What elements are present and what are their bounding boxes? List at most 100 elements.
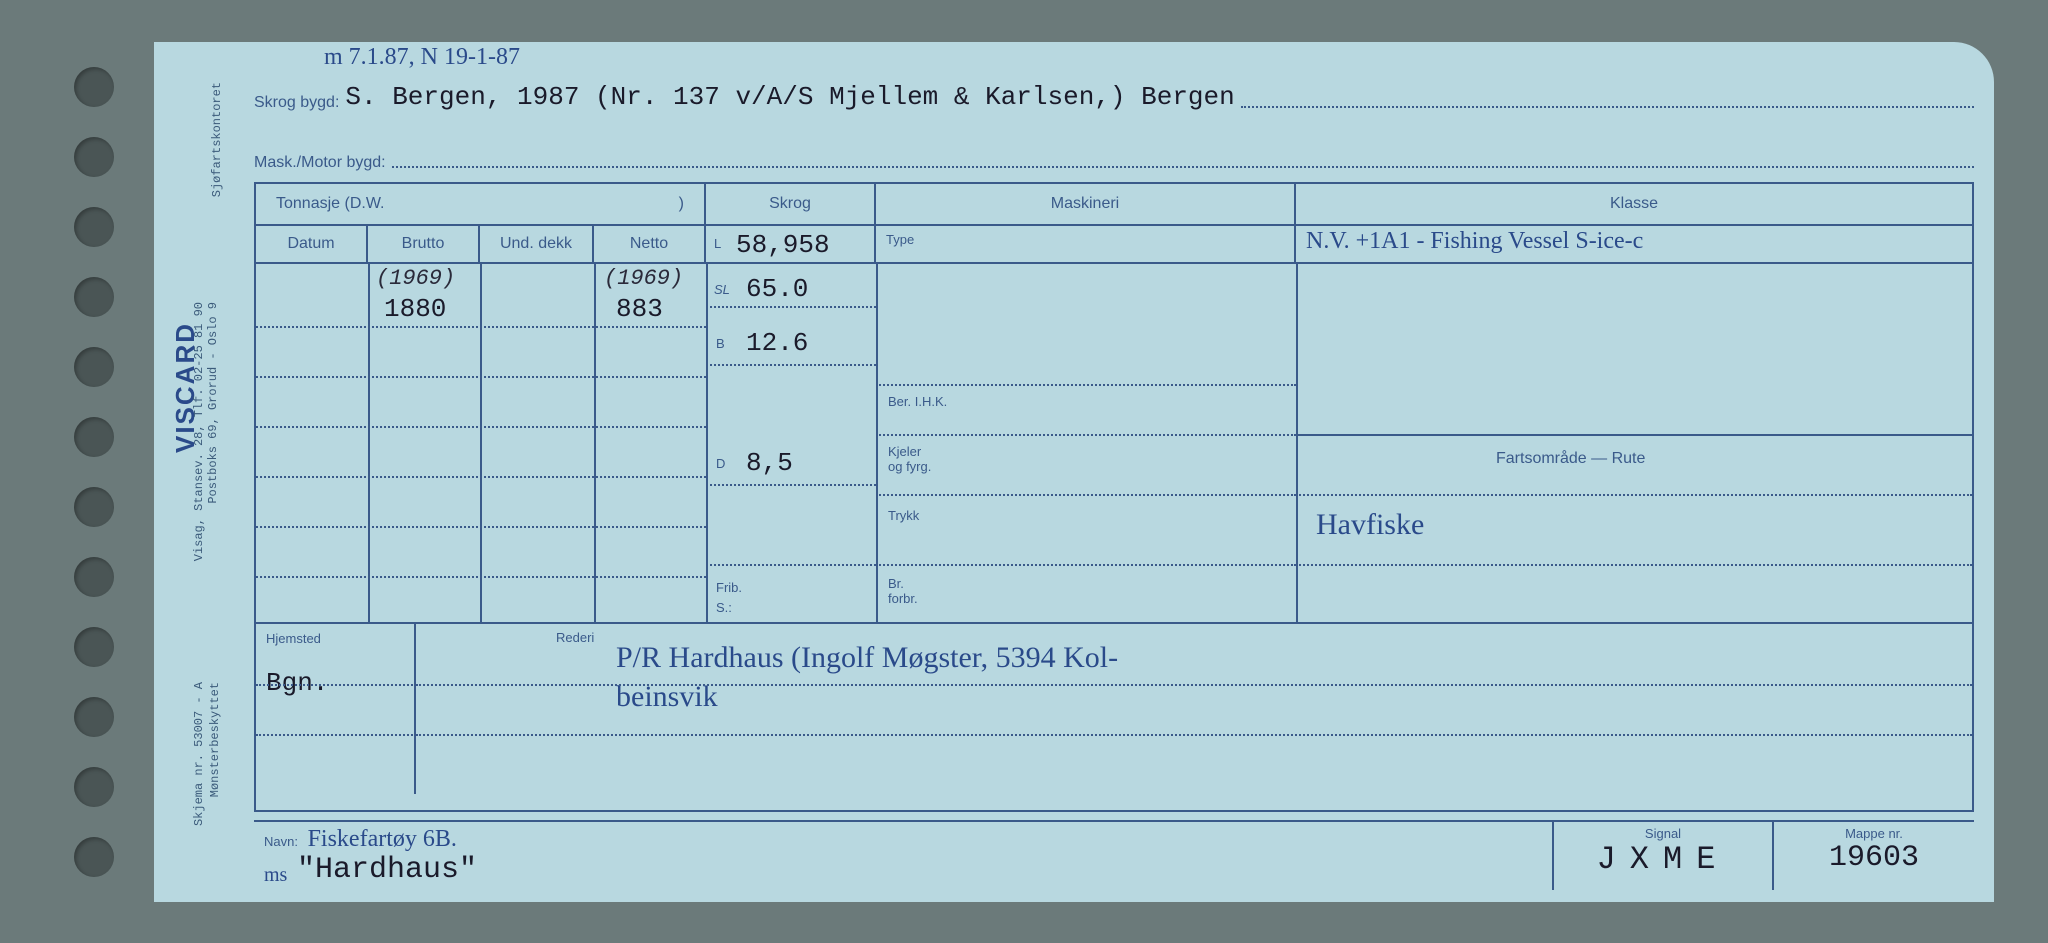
hole <box>74 487 114 527</box>
dotted-row <box>256 376 706 378</box>
dotted-row <box>706 364 876 366</box>
dotted-row <box>876 384 1296 386</box>
navn-label: Navn: <box>264 834 298 849</box>
hole <box>74 207 114 247</box>
sjofart-label: Sjøfartskontoret <box>210 82 224 197</box>
hdr-skrog: Skrog <box>706 184 876 224</box>
header-row: Tonnasje (D.W. ) Skrog Maskineri Klasse <box>256 184 1972 226</box>
rederi-label: Rederi <box>556 630 594 645</box>
frib-label: Frib. <box>716 580 742 595</box>
brutto-year: (1969) <box>376 266 455 291</box>
addr2: Postboks 69, Grorud - Oslo 9 <box>206 302 220 504</box>
navn-note: Fiskefartøy 6B. <box>308 826 457 852</box>
dotted-row <box>416 734 1972 736</box>
hdr-tonnasje-text: Tonnasje (D.W. <box>276 195 384 213</box>
signal-value: JXME <box>1558 841 1768 878</box>
dotted-row <box>256 426 706 428</box>
mappe-box: Mappe nr. 19603 <box>1774 822 1974 890</box>
hdr-tonnasje-close: ) <box>679 195 684 213</box>
hdr-tonnasje: Tonnasje (D.W. ) <box>256 184 706 224</box>
card-sidebar: Sjøfartskontoret VISCARD Visag, Stansev.… <box>162 42 222 902</box>
signal-label: Signal <box>1558 826 1768 841</box>
B-value: 12.6 <box>746 328 808 358</box>
dotted-row <box>256 476 706 478</box>
rederi-cell: Rederi P/R Hardhaus (Ingolf Møgster, 539… <box>416 624 1972 794</box>
D-value: 8,5 <box>746 448 793 478</box>
dotted-row <box>876 564 1296 566</box>
hole <box>74 837 114 877</box>
skrog-bygd-label: Skrog bygd: <box>254 94 339 112</box>
signal-box: Signal JXME <box>1554 822 1774 890</box>
SL-value: 65.0 <box>746 274 808 304</box>
klasse-value: N.V. +1A1 - Fishing Vessel S-ice-c <box>1306 228 1643 254</box>
hole <box>74 627 114 667</box>
br-label: Br. forbr. <box>888 576 918 606</box>
hole <box>74 767 114 807</box>
dotted-row <box>256 526 706 528</box>
dotted-row <box>876 494 1296 496</box>
hole <box>74 137 114 177</box>
mappe-value: 19603 <box>1778 841 1970 875</box>
hdr-klasse: Klasse <box>1296 184 1972 224</box>
s-label: S.: <box>716 600 732 615</box>
hjemsted-value: Bgn. <box>266 668 328 698</box>
hole <box>74 67 114 107</box>
monster: Mønsterbeskyttet <box>208 682 222 797</box>
sub-header-row: Datum Brutto Und. dekk Netto L 58,958 Ty… <box>256 226 1972 264</box>
dotted-row <box>706 484 876 486</box>
navn-box: Navn: Fiskefartøy 6B. ms "Hardhaus" <box>254 822 1554 890</box>
dotted-row <box>256 326 706 328</box>
hole <box>74 417 114 457</box>
type-label: Type <box>876 226 1296 262</box>
binder-holes <box>44 32 144 912</box>
mask-bygd-label: Mask./Motor bygd: <box>254 154 386 172</box>
navn-prefix: ms <box>264 864 287 886</box>
L-label: L <box>714 236 721 251</box>
skjema: Skjema nr. 53007 - A <box>192 682 206 826</box>
vline <box>594 264 596 622</box>
hdr-netto: Netto <box>594 226 706 262</box>
dotted-fill <box>1241 106 1974 108</box>
mappe-label: Mappe nr. <box>1778 826 1970 841</box>
dotted-row <box>1296 494 1972 496</box>
content: m 7.1.87, N 19-1-87 Skrog bygd: S. Berge… <box>234 42 1974 902</box>
klasse-value-cell: N.V. +1A1 - Fishing Vessel S-ice-c <box>1296 226 1972 262</box>
ber-label: Ber. I.H.K. <box>888 394 947 409</box>
hdr-maskineri: Maskineri <box>876 184 1296 224</box>
skrog-bygd-value: S. Bergen, 1987 (Nr. 137 v/A/S Mjellem &… <box>345 82 1234 112</box>
hole <box>74 557 114 597</box>
vline <box>480 264 482 622</box>
hjemsted-cell: Hjemsted Bgn. <box>256 624 416 794</box>
farts-value: Havfiske <box>1316 508 1424 542</box>
hole <box>74 347 114 387</box>
dotted-row <box>256 576 706 578</box>
index-card: Sjøfartskontoret VISCARD Visag, Stansev.… <box>154 42 1994 902</box>
klasse-divider <box>1296 434 1972 436</box>
vline <box>876 264 878 622</box>
addr1: Visag, Stansev. 28, Tlf. 02-25 81 90 <box>192 302 206 561</box>
kjeler-label: Kjeler og fyrg. <box>888 444 931 474</box>
skrog-bygd-row: Skrog bygd: S. Bergen, 1987 (Nr. 137 v/A… <box>254 72 1974 112</box>
hdr-und-dekk: Und. dekk <box>480 226 594 262</box>
netto-year: (1969) <box>604 266 683 291</box>
bottom-row: Navn: Fiskefartøy 6B. ms "Hardhaus" Sign… <box>254 820 1974 890</box>
B-label: B <box>716 336 725 351</box>
dotted-row <box>706 306 876 308</box>
farts-label: Fartsområde — Rute <box>1496 450 1645 468</box>
main-grid: Tonnasje (D.W. ) Skrog Maskineri Klasse … <box>254 182 1974 812</box>
dotted-row <box>416 684 1972 686</box>
hdr-datum: Datum <box>256 226 368 262</box>
hdr-brutto: Brutto <box>368 226 480 262</box>
hole <box>74 277 114 317</box>
dotted-row <box>1296 564 1972 566</box>
brutto-value: 1880 <box>384 294 446 324</box>
dotted-row <box>876 434 1296 436</box>
dotted-row <box>706 564 876 566</box>
dotted-fill <box>392 166 1974 168</box>
hjemsted-row: Hjemsted Bgn. Rederi P/R Hardhaus (Ingol… <box>256 624 1972 794</box>
dotted-row <box>256 684 416 686</box>
navn-value: "Hardhaus" <box>297 853 477 887</box>
rederi-value: P/R Hardhaus (Ingolf Møgster, 5394 Kol- … <box>616 638 1118 716</box>
dotted-row <box>256 734 416 736</box>
page: Sjøfartskontoret VISCARD Visag, Stansev.… <box>44 32 2004 912</box>
